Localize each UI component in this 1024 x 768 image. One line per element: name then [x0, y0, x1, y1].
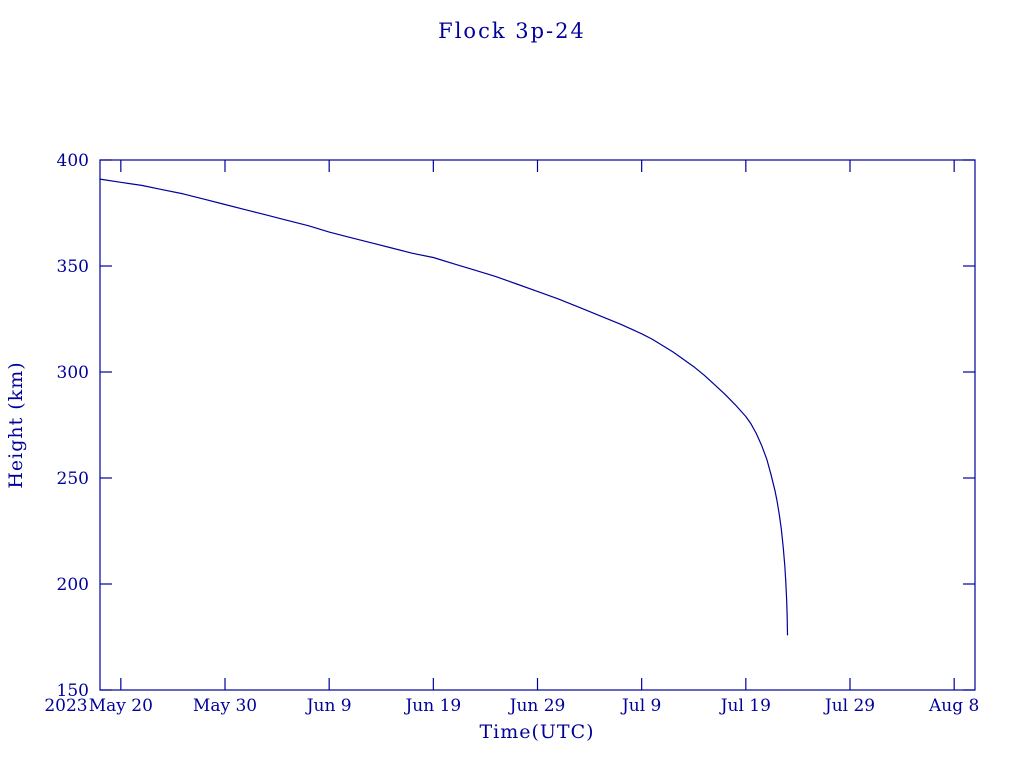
y-tick-label: 250: [57, 469, 89, 489]
chart-plot-area: May 20 May 30 Jun 9 Jun 19 Jun 29 Jul 9 Jul 19…: [44, 151, 979, 716]
x-tick-label: May 30: [193, 696, 257, 716]
chart-title: Flock 3p-24: [438, 19, 586, 43]
height-decay-curve: [99, 178, 789, 636]
x-tick-label: Jun 9: [305, 696, 352, 716]
x-tick-label: Aug 8: [928, 696, 979, 716]
x-tick-label: May 20: [89, 696, 153, 716]
x-tick-label: Jun 29: [508, 696, 566, 716]
y-tick-label: 350: [57, 257, 89, 277]
x-axis-label: Time(UTC): [479, 721, 594, 743]
y-tick-label: 200: [57, 575, 89, 595]
x-tick-label: Jul 9: [620, 696, 661, 716]
y-tick-label: 400: [57, 151, 89, 171]
plot-frame: [99, 159, 976, 691]
y-axis-label: Height (km): [5, 361, 27, 488]
x-axis-year-label: 2023: [44, 696, 87, 716]
x-tick-label: Jun 19: [403, 696, 461, 716]
x-tick-label: Jul 19: [719, 696, 771, 716]
y-tick-label: 150: [57, 681, 89, 701]
y-tick-label: 300: [57, 363, 89, 383]
x-tick-label: Jul 29: [823, 696, 875, 716]
